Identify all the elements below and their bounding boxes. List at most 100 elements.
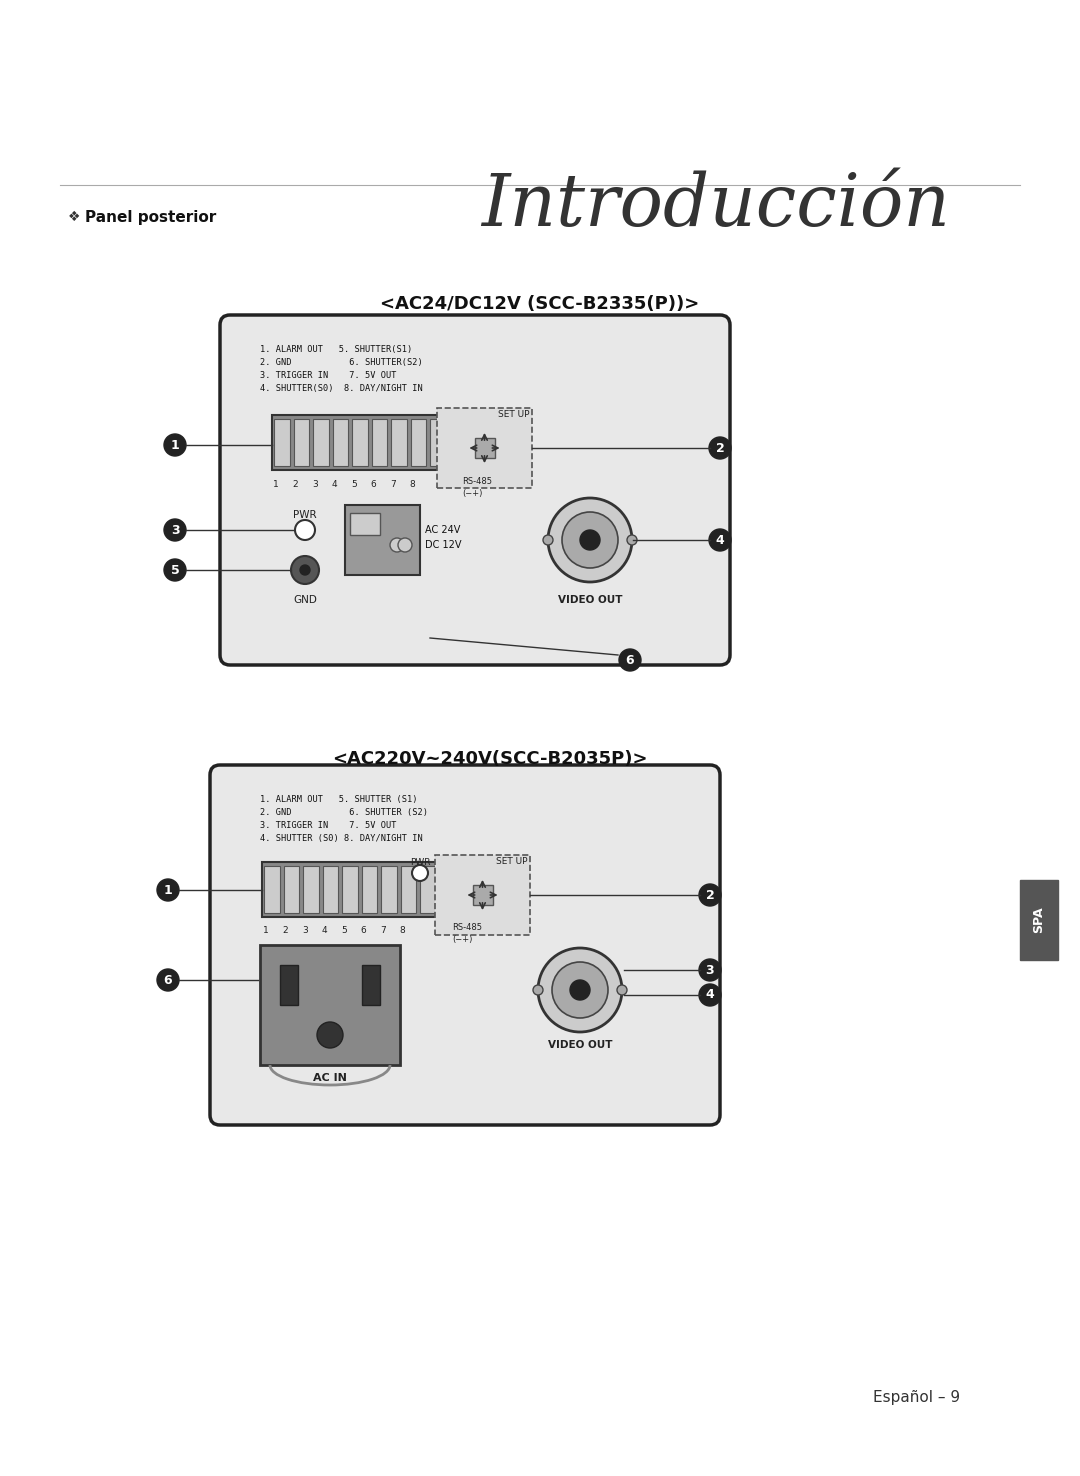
Text: VIDEO OUT: VIDEO OUT	[557, 595, 622, 605]
Text: SPA: SPA	[1032, 906, 1045, 933]
Text: 4. SHUTTER (S0) 8. DAY/NIGHT IN: 4. SHUTTER (S0) 8. DAY/NIGHT IN	[260, 834, 422, 843]
Circle shape	[411, 865, 428, 881]
Circle shape	[157, 880, 179, 900]
Bar	[437, 407, 532, 489]
Bar	[333, 419, 348, 466]
Bar	[345, 505, 420, 576]
Circle shape	[708, 528, 731, 551]
Circle shape	[699, 884, 721, 906]
Bar	[381, 866, 396, 914]
Text: 2: 2	[716, 441, 725, 455]
Bar	[440, 866, 455, 914]
Text: RS-485: RS-485	[453, 922, 482, 931]
Bar	[303, 866, 319, 914]
Bar	[313, 419, 328, 466]
Bar	[372, 419, 387, 466]
Bar	[350, 514, 380, 534]
Text: 7: 7	[390, 480, 396, 489]
Bar	[274, 419, 289, 466]
Text: 2: 2	[293, 480, 298, 489]
Text: GND: GND	[293, 595, 316, 605]
Text: 3: 3	[171, 524, 179, 536]
Circle shape	[617, 984, 627, 995]
Text: 1: 1	[171, 438, 179, 452]
Text: 4: 4	[332, 480, 337, 489]
Text: ❖: ❖	[68, 210, 81, 224]
Text: 4: 4	[322, 925, 327, 934]
Bar	[280, 965, 298, 1005]
Circle shape	[699, 984, 721, 1007]
Text: 6: 6	[361, 925, 366, 934]
Bar	[1020, 880, 1058, 959]
Text: 1: 1	[164, 884, 173, 896]
Circle shape	[164, 434, 186, 456]
Text: RS-485: RS-485	[462, 477, 492, 486]
Text: (−+): (−+)	[462, 489, 483, 497]
Text: AC 24V: AC 24V	[426, 525, 460, 534]
Circle shape	[295, 520, 315, 540]
Bar	[342, 866, 357, 914]
Text: 6: 6	[164, 974, 173, 986]
Circle shape	[390, 537, 404, 552]
Text: 3: 3	[302, 925, 308, 934]
Bar	[323, 866, 338, 914]
Text: 1: 1	[264, 925, 269, 934]
Bar	[283, 866, 299, 914]
Text: DC 12V: DC 12V	[426, 540, 461, 551]
Bar	[449, 419, 465, 466]
Bar	[391, 419, 406, 466]
Circle shape	[562, 512, 618, 568]
Text: Introducción: Introducción	[481, 170, 950, 241]
Text: 2: 2	[283, 925, 288, 934]
Circle shape	[570, 980, 590, 1001]
Bar	[262, 862, 457, 917]
Bar	[401, 866, 416, 914]
Text: <AC220V~240V(SCC-B2035P)>: <AC220V~240V(SCC-B2035P)>	[333, 750, 648, 768]
Bar	[430, 419, 446, 466]
Text: 5: 5	[171, 564, 179, 577]
Text: SET UP: SET UP	[497, 858, 528, 866]
Text: 8: 8	[400, 925, 405, 934]
Text: 1. ALARM OUT   5. SHUTTER(S1): 1. ALARM OUT 5. SHUTTER(S1)	[260, 345, 413, 354]
Bar	[362, 965, 380, 1005]
Circle shape	[538, 948, 622, 1032]
Text: 2. GND           6. SHUTTER(S2): 2. GND 6. SHUTTER(S2)	[260, 359, 422, 368]
Text: 1: 1	[273, 480, 279, 489]
Text: 3: 3	[312, 480, 318, 489]
Bar	[260, 945, 400, 1066]
Text: 1. ALARM OUT   5. SHUTTER (S1): 1. ALARM OUT 5. SHUTTER (S1)	[260, 796, 418, 804]
Text: 4: 4	[716, 533, 725, 546]
Text: 2. GND           6. SHUTTER (S2): 2. GND 6. SHUTTER (S2)	[260, 807, 428, 818]
Circle shape	[548, 497, 632, 582]
Circle shape	[627, 534, 637, 545]
Circle shape	[619, 649, 642, 672]
Circle shape	[164, 520, 186, 542]
Text: (−+): (−+)	[453, 934, 472, 945]
Text: 3. TRIGGER IN    7. 5V OUT: 3. TRIGGER IN 7. 5V OUT	[260, 821, 396, 830]
Circle shape	[699, 959, 721, 982]
Bar	[474, 438, 495, 458]
Text: 4: 4	[705, 989, 714, 1002]
Bar	[264, 866, 280, 914]
Text: 6: 6	[370, 480, 376, 489]
Circle shape	[543, 534, 553, 545]
Circle shape	[399, 537, 411, 552]
Circle shape	[164, 559, 186, 582]
Circle shape	[580, 530, 600, 551]
Text: VIDEO OUT: VIDEO OUT	[548, 1041, 612, 1049]
Circle shape	[157, 970, 179, 990]
Bar	[272, 415, 467, 469]
Text: <AC24/DC12V (SCC-B2335(P))>: <AC24/DC12V (SCC-B2335(P))>	[380, 295, 700, 313]
Circle shape	[318, 1021, 343, 1048]
FancyBboxPatch shape	[220, 314, 730, 666]
Circle shape	[300, 565, 310, 576]
Circle shape	[708, 437, 731, 459]
Circle shape	[552, 962, 608, 1018]
Bar	[410, 419, 426, 466]
Bar	[352, 419, 367, 466]
Text: 3: 3	[705, 964, 714, 977]
Bar	[435, 855, 530, 934]
Text: 3. TRIGGER IN    7. 5V OUT: 3. TRIGGER IN 7. 5V OUT	[260, 370, 396, 379]
Text: 6: 6	[625, 654, 634, 667]
Text: PWR: PWR	[293, 511, 316, 520]
